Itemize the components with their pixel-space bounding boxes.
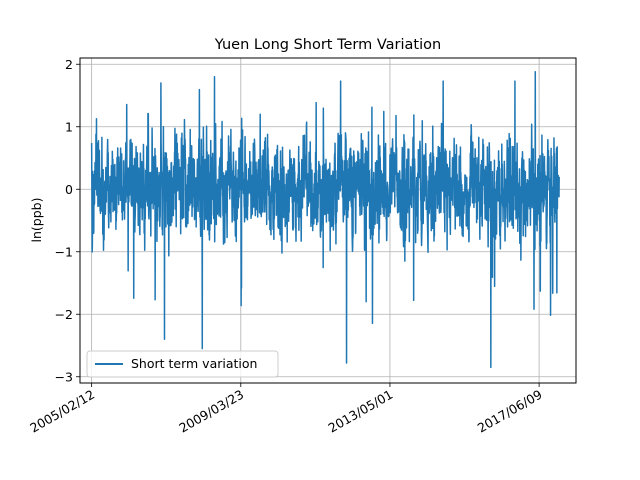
legend-box — [86, 350, 279, 378]
y-tick-label: 2 — [65, 57, 73, 72]
plot-frame — [79, 57, 577, 384]
y-axis: −3 −2 −1 0 1 2 — [55, 57, 80, 384]
x-tick-label: 2017/06/09 — [475, 387, 545, 436]
y-tick-label: −3 — [55, 369, 73, 384]
legend-label: Short term variation — [131, 356, 257, 371]
x-tick-label: 2013/05/01 — [326, 387, 396, 436]
x-axis: 2005/02/12 2009/03/23 2013/05/01 2017/06/09 — [27, 383, 545, 436]
y-tick-label: 0 — [65, 182, 73, 197]
x-tick-label: 2005/02/12 — [27, 387, 97, 436]
series-line — [90, 71, 560, 369]
line-series — [90, 71, 560, 369]
x-tick-label: 2009/03/23 — [176, 387, 246, 436]
y-axis-label: ln(ppb) — [29, 198, 44, 243]
y-tick-label: −2 — [55, 307, 73, 322]
y-tick-label: −1 — [55, 244, 73, 259]
legend: Short term variation — [86, 350, 279, 378]
chart-title: Yuen Long Short Term Variation — [214, 37, 441, 53]
y-tick-label: 1 — [65, 119, 73, 134]
